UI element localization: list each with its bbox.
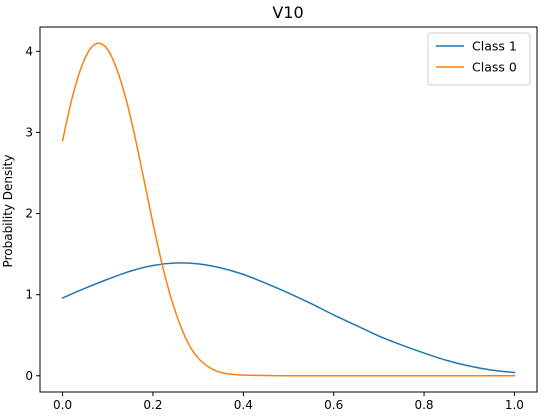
legend-label-class-1: Class 1 <box>472 39 517 54</box>
series-line-class-0 <box>61 42 516 377</box>
x-tick-label: 0.2 <box>143 398 162 412</box>
y-tick-label: 3 <box>25 125 33 139</box>
x-tick-label: 0.4 <box>234 398 253 412</box>
y-axis-label: Probability Density <box>1 155 15 268</box>
series-layer <box>61 42 516 377</box>
series-line-class-1 <box>61 262 516 374</box>
x-tick-label: 1.0 <box>505 398 524 412</box>
x-tick-label: 0.0 <box>53 398 72 412</box>
y-tick-label: 4 <box>25 44 33 58</box>
x-axis-ticks: 0.0 0.2 0.4 0.6 0.8 1.0 <box>53 392 524 412</box>
y-axis-ticks: 0 1 2 3 4 <box>25 44 40 383</box>
x-tick-label: 0.8 <box>414 398 433 412</box>
legend-label-class-0: Class 0 <box>472 60 517 75</box>
plot-frame <box>39 26 538 393</box>
chart-title: V10 <box>272 3 303 22</box>
legend: Class 1 Class 0 <box>427 32 531 86</box>
y-tick-label: 2 <box>25 207 33 221</box>
y-tick-label: 1 <box>25 288 33 302</box>
y-tick-label: 0 <box>25 369 33 383</box>
x-tick-label: 0.6 <box>324 398 343 412</box>
